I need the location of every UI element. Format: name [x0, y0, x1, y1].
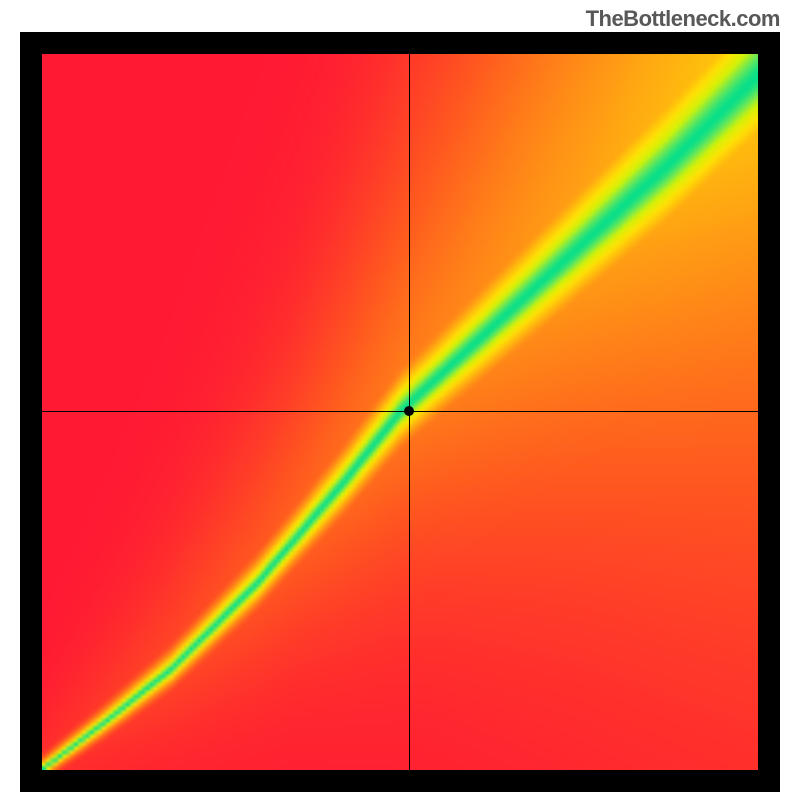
heatmap-plot	[42, 54, 758, 770]
crosshair-marker	[404, 406, 414, 416]
chart-container: TheBottleneck.com	[0, 0, 800, 800]
heatmap-canvas	[42, 54, 758, 770]
plot-frame	[20, 32, 780, 792]
crosshair-horizontal	[42, 411, 758, 412]
watermark-text: TheBottleneck.com	[586, 6, 780, 32]
